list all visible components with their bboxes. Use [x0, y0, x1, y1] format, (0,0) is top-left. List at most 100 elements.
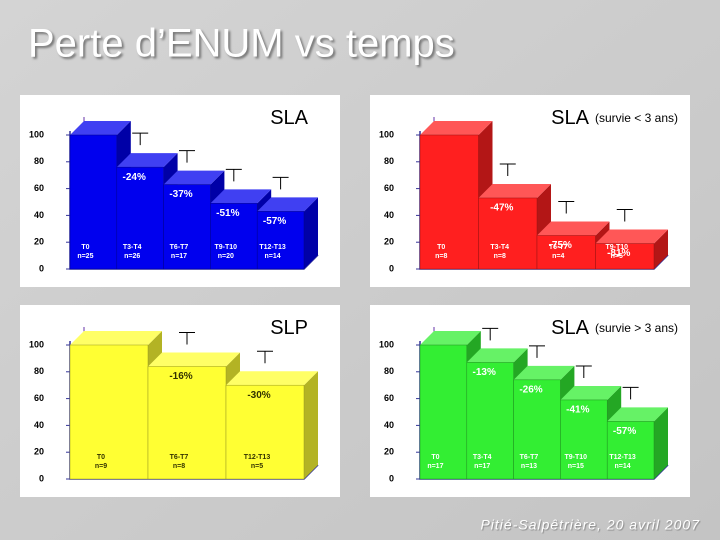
bar-top — [210, 189, 272, 204]
bar-front — [595, 243, 655, 270]
bar-top — [478, 183, 551, 198]
chart: SLA 0 20 40 60 80 100 T0 n=25 T3-T4 n=26 -24% T6-T7 n… — [20, 95, 340, 287]
bar-front — [419, 134, 479, 270]
slide-title: Perte d’ENUM vs temps — [28, 22, 455, 66]
change-marker — [616, 209, 633, 222]
category-label: T9-T10 — [605, 244, 628, 251]
count-label: n=4 — [552, 253, 564, 260]
change-label: -75% — [549, 240, 572, 251]
y-tick-label: 100 — [29, 129, 44, 139]
bar-front — [478, 197, 538, 270]
category-label: T6-T7 — [170, 244, 189, 251]
count-label: n=17 — [171, 253, 187, 260]
change-marker — [499, 163, 516, 176]
change-label: -16% — [169, 371, 192, 382]
change-marker — [482, 327, 499, 341]
count-label: n=14 — [265, 253, 281, 260]
count-label: n=5 — [251, 463, 263, 470]
y-tick-label: 40 — [384, 210, 394, 220]
change-marker — [575, 365, 592, 378]
bar-side — [304, 371, 318, 479]
bar — [560, 385, 622, 480]
category-label: T12-T13 — [244, 454, 271, 461]
bar-top — [537, 221, 610, 236]
change-label: -57% — [613, 426, 636, 437]
bar-top — [257, 197, 318, 212]
chart-title-main: SLA — [551, 107, 589, 129]
bar-front — [256, 211, 305, 270]
y-tick-label: 80 — [34, 366, 44, 376]
category-label: T12-T13 — [609, 454, 636, 461]
y-tick-label: 40 — [384, 420, 394, 430]
bar-side — [304, 197, 318, 269]
count-label: n=8 — [435, 253, 447, 260]
y-tick-label: 80 — [384, 156, 394, 166]
y-tick-label: 0 — [389, 473, 394, 483]
footer: Pitié-Salpêtrière, 20 avril 2007 — [480, 517, 700, 533]
y-tick-label: 0 — [389, 263, 394, 273]
category-label: T0 — [437, 244, 445, 251]
bar-front — [466, 362, 514, 480]
change-label: -51% — [216, 208, 239, 219]
y-tick-label: 0 — [39, 263, 44, 273]
bar-top — [420, 331, 481, 345]
bar-front — [606, 421, 655, 480]
bar-top — [70, 121, 131, 135]
chart-title-main: SLA — [270, 107, 308, 129]
bar-front — [163, 184, 211, 270]
chart: SLA (survie > 3 ans) 0 20 40 60 80 100 T0 n=17 T3-… — [370, 305, 690, 497]
change-label: -81% — [607, 248, 630, 259]
y-tick-label: 60 — [384, 183, 394, 193]
bar-front — [147, 366, 227, 480]
count-label: n=15 — [568, 463, 584, 470]
category-label: T3-T4 — [490, 244, 509, 251]
y-tick-label: 80 — [34, 156, 44, 166]
count-label: n=17 — [427, 463, 443, 470]
bar-front — [560, 399, 608, 480]
bar — [225, 371, 318, 480]
bar — [595, 229, 668, 270]
chart-title: SLP — [270, 317, 308, 339]
change-label: -24% — [123, 172, 146, 183]
chart-title: SLA (survie < 3 ans) — [551, 107, 678, 129]
change-marker — [179, 150, 195, 163]
bar-top — [560, 385, 622, 400]
chart: SLA (survie < 3 ans) 0 20 40 60 80 100 T0 n=8 T3-T… — [370, 95, 690, 287]
change-marker — [529, 345, 545, 358]
count-label: n=13 — [521, 463, 537, 470]
bar-front — [225, 384, 305, 480]
bar — [256, 197, 318, 270]
category-label: T0 — [97, 454, 105, 461]
count-label: n=25 — [77, 253, 93, 260]
count-label: n=9 — [95, 463, 107, 470]
category-label: T6-T7 — [170, 454, 189, 461]
y-tick-label: 20 — [384, 237, 394, 247]
bar-front — [419, 344, 468, 480]
change-marker — [558, 201, 575, 214]
change-marker — [132, 132, 149, 146]
chart: SLP 0 20 40 60 80 100 T0 n=9 T6-T7 n=8 -16% T12-T13 n… — [20, 305, 340, 497]
y-tick-label: 80 — [384, 366, 394, 376]
bar-top — [70, 331, 162, 345]
bar — [606, 407, 668, 480]
y-tick-label: 20 — [34, 447, 44, 457]
count-label: n=8 — [494, 253, 506, 260]
change-label: -30% — [247, 390, 270, 401]
category-label: T3-T4 — [473, 454, 492, 461]
bar-top — [116, 153, 178, 168]
bar-top — [595, 229, 668, 244]
y-tick-label: 100 — [379, 129, 394, 139]
bar — [478, 183, 551, 270]
change-label: -26% — [519, 384, 542, 395]
category-label: T3-T4 — [123, 244, 142, 251]
y-tick-label: 100 — [29, 339, 44, 349]
y-tick-label: 0 — [39, 473, 44, 483]
y-tick-label: 100 — [379, 339, 394, 349]
category-label: T9-T10 — [215, 244, 238, 251]
y-tick-label: 40 — [34, 420, 44, 430]
count-label: n=20 — [218, 253, 234, 260]
y-tick-label: 60 — [384, 393, 394, 403]
count-label: n=8 — [173, 463, 185, 470]
bar-side — [654, 407, 668, 479]
